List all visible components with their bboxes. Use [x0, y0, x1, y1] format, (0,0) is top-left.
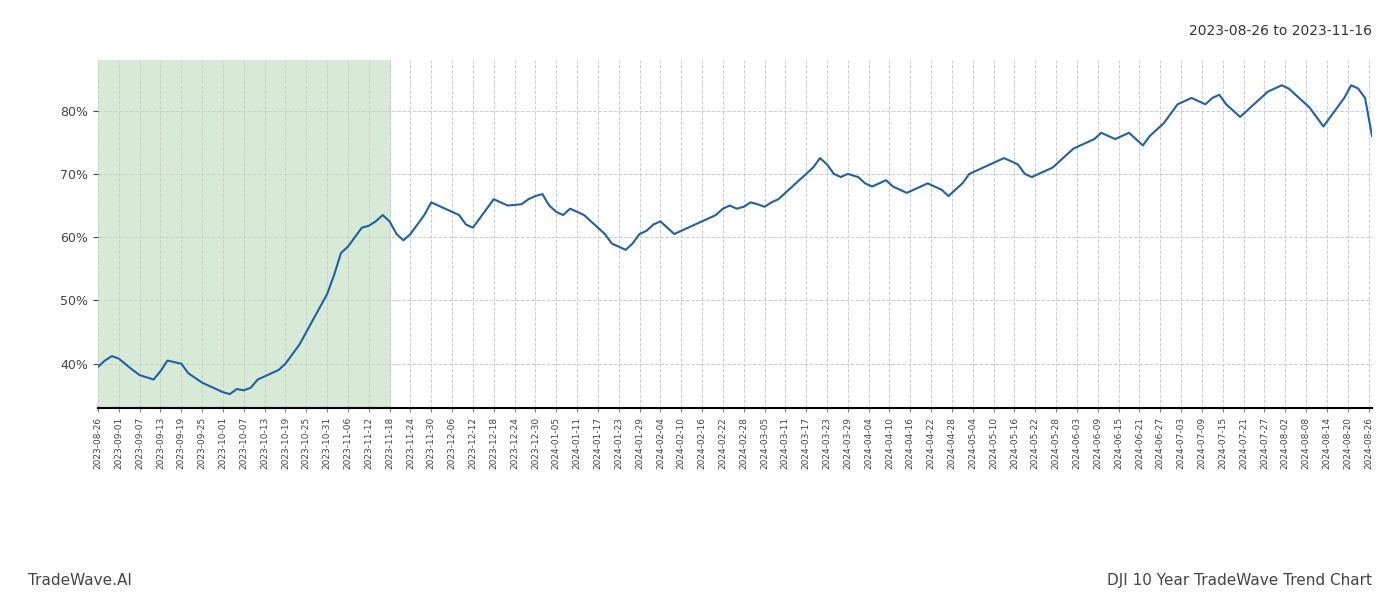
Text: DJI 10 Year TradeWave Trend Chart: DJI 10 Year TradeWave Trend Chart: [1107, 573, 1372, 588]
Bar: [98, 60, 389, 408]
Text: TradeWave.AI: TradeWave.AI: [28, 573, 132, 588]
Text: 2023-08-26 to 2023-11-16: 2023-08-26 to 2023-11-16: [1189, 24, 1372, 38]
